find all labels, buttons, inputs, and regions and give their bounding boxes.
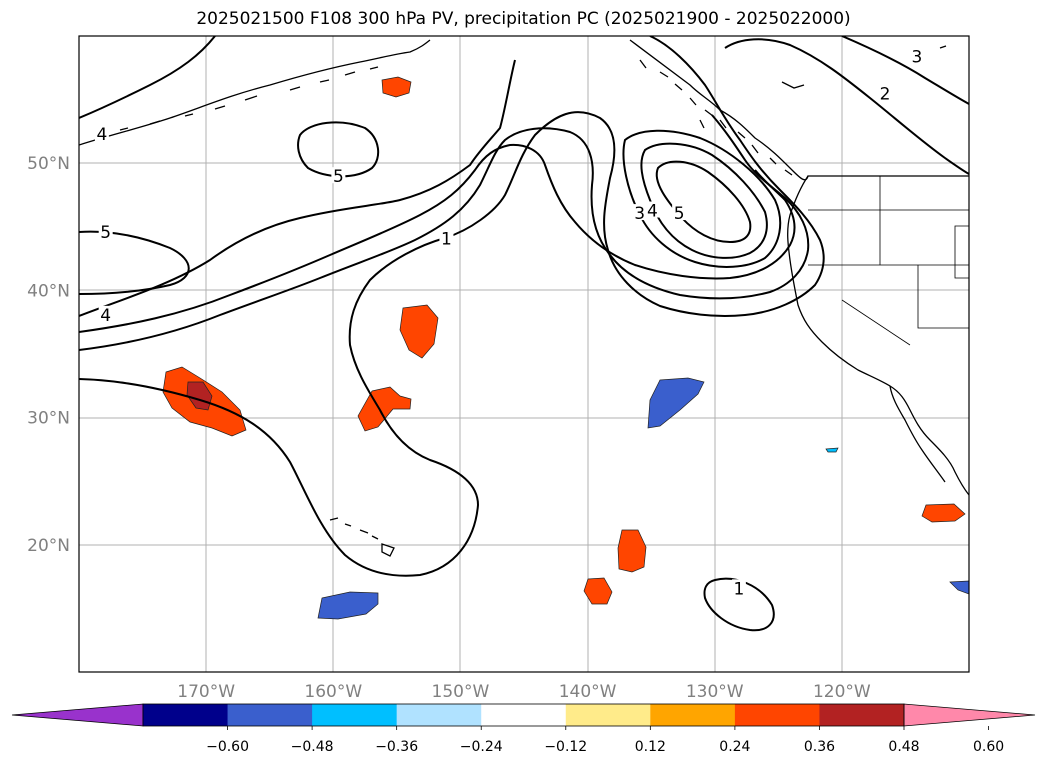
colorbar-extend-max <box>903 703 1036 727</box>
pv-label-background <box>878 84 893 101</box>
pv-contour-2 <box>79 114 810 351</box>
colorbar-segment <box>734 704 820 726</box>
pv-contour-2-east <box>724 38 969 175</box>
pv-contours <box>79 36 969 632</box>
map-frame <box>78 35 970 673</box>
precip-patch-positive <box>357 386 412 432</box>
map-title: 2025021500 F108 300 hPa PV, precipitatio… <box>196 9 851 29</box>
state-borders <box>808 176 969 346</box>
lon-label: 170°W <box>177 682 235 702</box>
coastlines <box>79 39 969 557</box>
pv-label-background <box>909 47 924 64</box>
pv-contour-label: 1 <box>733 579 744 599</box>
precip-patch-positive <box>921 503 966 523</box>
latitude-labels: 50°N 40°N 30°N 20°N <box>27 154 70 556</box>
alaska-coastline <box>629 39 969 181</box>
colorbar-segment <box>396 704 482 726</box>
lon-label: 130°W <box>686 682 744 702</box>
pv-label-background <box>98 223 113 240</box>
precip-patch-positive <box>399 304 439 359</box>
island-outline <box>699 45 947 129</box>
lat-label: 40°N <box>27 281 70 301</box>
colorbar-tick-label: 0.36 <box>804 739 835 755</box>
colorbar-segment <box>819 704 905 726</box>
precip-patch-negative <box>647 377 705 429</box>
colorbar-tick-label: 0.24 <box>719 739 750 755</box>
colorbar-tick-label: −0.36 <box>375 739 418 755</box>
pv-label-background <box>672 204 687 221</box>
pv-label-background <box>731 579 746 596</box>
colorbar-segment <box>312 704 398 726</box>
gridlines <box>79 36 969 672</box>
colorbar: −0.60 −0.48 −0.36 −0.24 −0.12 0.12 0.24 0.36 0.4… <box>11 703 1036 755</box>
lat-label: 50°N <box>27 154 70 174</box>
colorbar-extend-min <box>11 703 144 727</box>
pv-contour-label: 4 <box>647 202 658 222</box>
precip-patch-negative <box>825 447 839 453</box>
colorbar-segment <box>143 704 229 726</box>
colorbar-tick-label: −0.60 <box>206 739 249 755</box>
pv-contour-inner-loop <box>297 121 380 178</box>
pv-contour-label: 3 <box>634 204 645 224</box>
colorbar-segment <box>481 704 567 726</box>
colorbar-tick-label: −0.48 <box>291 739 334 755</box>
colorbar-segment <box>227 704 313 726</box>
pv-label-background <box>94 125 109 142</box>
precip-patch-positive <box>617 529 647 573</box>
pv-label-background <box>439 229 454 246</box>
colorbar-tick-label: 0.12 <box>635 739 666 755</box>
pv-contour-1-south <box>703 577 775 632</box>
colorbar-segment <box>650 704 736 726</box>
precip-patch-negative <box>949 580 969 595</box>
pv-contour-1-main <box>79 36 825 577</box>
lat-label: 20°N <box>27 536 70 556</box>
lon-label: 140°W <box>559 682 617 702</box>
pv-contour-4-loop <box>640 142 768 259</box>
precip-patch-negative <box>317 591 379 620</box>
colorbar-tick-label: −0.24 <box>460 739 503 755</box>
pv-contour-label: 4 <box>96 125 107 145</box>
colorbar-tick-label: 0.60 <box>973 739 1004 755</box>
baja-peninsula <box>889 385 946 483</box>
pv-contour-3-east <box>841 36 969 105</box>
map-frame-background <box>79 36 969 672</box>
pv-contour-label: 5 <box>674 204 685 224</box>
colorbar-tick-label: 0.48 <box>888 739 919 755</box>
colorbar-segment <box>565 704 651 726</box>
pv-contour-label: 2 <box>880 85 891 105</box>
pv-contour-4-west <box>79 59 516 317</box>
pv-contour-3 <box>79 143 796 333</box>
pv-label-background <box>645 201 660 218</box>
lon-label: 160°W <box>304 682 362 702</box>
pv-contour-label: 5 <box>100 223 111 243</box>
precip-patch-strong <box>186 381 213 411</box>
pv-contour-label: 3 <box>911 48 922 68</box>
pv-contour-4-nw <box>79 36 216 119</box>
pv-contour-label: 1 <box>441 230 452 250</box>
canada-coast-islands <box>639 59 793 176</box>
pv-label-background <box>632 204 647 221</box>
pv-label-background <box>331 167 346 184</box>
pv-contour-5-west <box>79 230 190 295</box>
precip-patch-positive <box>583 577 613 605</box>
precip-patch-positive <box>381 76 412 98</box>
pv-contour-label: 5 <box>333 167 344 187</box>
pv-label-background <box>98 305 113 322</box>
lat-label: 30°N <box>27 409 70 429</box>
lon-label: 120°W <box>813 682 871 702</box>
colorbar-outline <box>142 703 905 727</box>
colorbar-tick-label: −0.12 <box>544 739 587 755</box>
pv-contour-label: 4 <box>100 306 111 326</box>
hawaii-islands <box>329 517 395 557</box>
lon-label: 150°W <box>432 682 490 702</box>
longitude-labels: 170°W 160°W 150°W 140°W 130°W 120°W <box>177 682 871 702</box>
